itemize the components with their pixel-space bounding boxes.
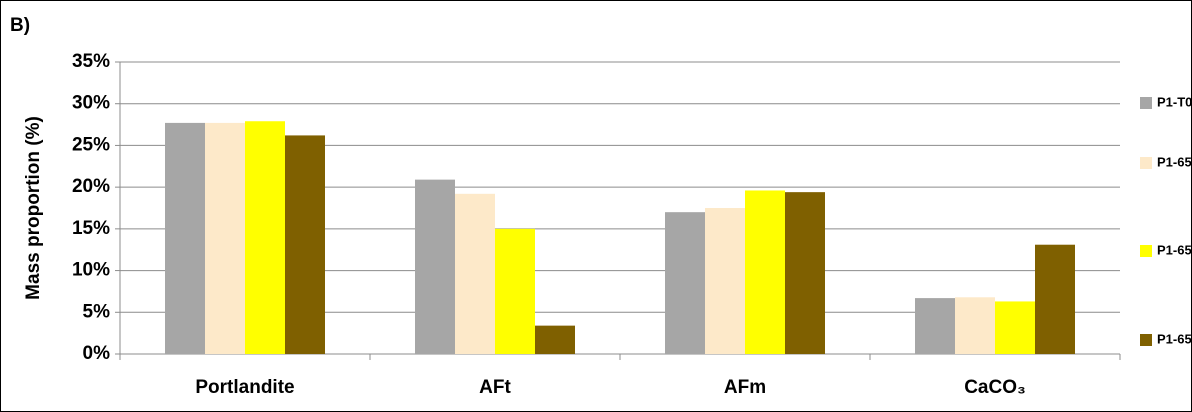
bar [745, 190, 785, 354]
y-axis-title: Mass proportion (%) [23, 116, 44, 300]
y-tick-label: 15% [72, 218, 110, 239]
legend-label: P1-T0 [1157, 94, 1192, 109]
bar [165, 122, 205, 354]
bar [915, 298, 955, 354]
legend-swatch [1140, 97, 1152, 109]
legend-label: P1-65°C-1 day [1157, 154, 1192, 169]
bar [665, 212, 705, 354]
x-tick-label: Portlandite [195, 377, 294, 398]
legend-swatch [1140, 245, 1152, 257]
bar [205, 122, 245, 354]
legend-label: P1-65°C-28 days [1157, 331, 1192, 346]
bar [415, 179, 455, 354]
x-tick-label: AFm [724, 377, 766, 398]
y-tick-label: 25% [72, 134, 110, 155]
bar [535, 325, 575, 354]
bar [785, 192, 825, 354]
bar [705, 208, 745, 354]
bar [285, 135, 325, 354]
y-tick-label: 30% [72, 93, 110, 114]
panel-label: B) [10, 15, 30, 36]
legend-label: P1-65°C-7 days [1157, 242, 1192, 257]
y-tick-label: 10% [72, 260, 110, 281]
bar [495, 228, 535, 354]
x-tick-label: CaCO₃ [964, 377, 1026, 398]
bar [455, 193, 495, 354]
x-tick-label: AFt [479, 377, 511, 398]
bar [245, 121, 285, 354]
bar [1035, 244, 1075, 354]
y-tick-label: 0% [83, 343, 111, 364]
bar [955, 297, 995, 354]
y-tick-label: 20% [72, 176, 110, 197]
legend-swatch [1140, 157, 1152, 169]
y-tick-label: 35% [72, 51, 110, 72]
bar [995, 301, 1035, 354]
y-tick-label: 5% [83, 301, 111, 322]
legend-swatch [1140, 334, 1152, 346]
